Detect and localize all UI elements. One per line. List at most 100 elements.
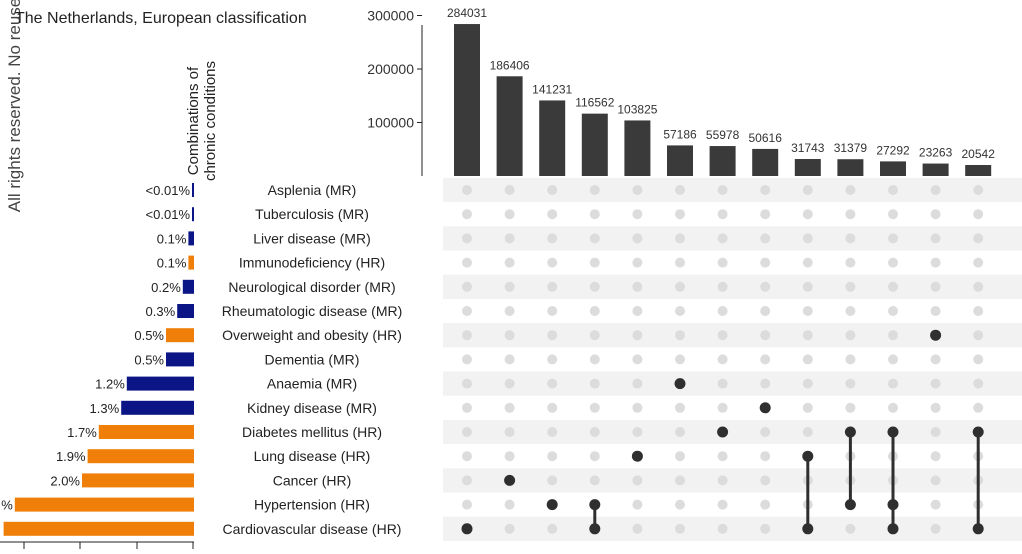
matrix-row-stripe [443, 516, 1022, 541]
condition-label: Neurological disorder (MR) [228, 279, 395, 295]
matrix-dot-inactive [845, 306, 856, 316]
matrix-row-stripe [443, 419, 1022, 445]
matrix-dot-active [504, 474, 516, 486]
set-size-bar [182, 279, 194, 294]
condition-label: Asplenia (MR) [268, 182, 357, 198]
matrix-dot-inactive [675, 523, 685, 534]
matrix-dot-inactive [888, 185, 898, 195]
set-size-label: <0.01% [146, 183, 191, 198]
matrix-dot-inactive [930, 475, 941, 486]
set-size-label: 1.9% [56, 449, 86, 464]
intersection-bar-label: 31743 [791, 141, 825, 155]
intersection-bar [496, 76, 523, 176]
matrix-dot-inactive [504, 378, 515, 389]
matrix-dot-inactive [930, 451, 941, 462]
matrix-dot-inactive [802, 378, 813, 389]
intersection-bar-label: 31379 [834, 141, 868, 155]
intersection-bar [922, 163, 949, 176]
intersection-bar-label: 20542 [962, 147, 996, 161]
matrix-dot-inactive [547, 257, 558, 268]
matrix-dot-inactive [973, 354, 984, 365]
set-size-bar [188, 231, 194, 246]
matrix-dot-inactive [973, 185, 984, 195]
matrix-dot-inactive [760, 257, 771, 268]
matrix-dot-inactive [632, 523, 643, 534]
condition-label: Rheumatologic disease (MR) [222, 303, 403, 319]
matrix-dot-inactive [589, 330, 600, 341]
matrix-dot-inactive [504, 281, 515, 292]
matrix-dot-inactive [888, 233, 898, 244]
set-size-bar [166, 328, 194, 343]
matrix-dot-inactive [845, 209, 856, 220]
matrix-dot-inactive [504, 185, 515, 195]
set-size-label: 0.3% [146, 304, 176, 319]
matrix-dot-inactive [504, 233, 515, 244]
matrix-dot-inactive [973, 402, 984, 413]
matrix-dot-inactive [504, 427, 515, 437]
matrix-dot-inactive [462, 354, 472, 365]
matrix-dot-active [461, 523, 473, 535]
matrix-dot-inactive [504, 306, 515, 316]
matrix-dot-inactive [930, 499, 941, 510]
matrix-dot-inactive [504, 451, 515, 462]
condition-label: Dementia (MR) [265, 351, 360, 367]
matrix-dot-inactive [589, 209, 600, 220]
matrix-dot-inactive [717, 402, 728, 413]
intersection-bar-label: 57186 [663, 127, 697, 141]
matrix-dot-inactive [632, 185, 643, 195]
matrix-dot-inactive [589, 257, 600, 268]
matrix-dot-active [589, 499, 601, 511]
set-size-bar [98, 425, 194, 439]
set-size-bar [126, 376, 194, 391]
matrix-dot-inactive [462, 257, 472, 268]
set-size-axis-title-line-1: Combinations of [185, 66, 202, 176]
set-size-bar [14, 497, 194, 512]
condition-label: Kidney disease (MR) [247, 400, 377, 416]
set-size-label: % [1, 498, 13, 513]
matrix-dot-inactive [930, 209, 941, 220]
matrix-dot-inactive [802, 233, 813, 244]
matrix-dot-inactive [760, 378, 771, 389]
set-size-label: 0.2% [151, 280, 181, 295]
set-size-bar [121, 400, 194, 415]
matrix-dot-inactive [760, 427, 771, 437]
matrix-dot-inactive [675, 402, 685, 413]
intersection-bar-label: 116562 [575, 96, 614, 110]
matrix-dot-inactive [717, 354, 728, 365]
intersection-bar-label: 27292 [876, 143, 910, 157]
matrix-dot-inactive [632, 281, 643, 292]
matrix-dot-inactive [717, 475, 728, 486]
matrix-row-stripe [443, 323, 1022, 348]
matrix-dot-inactive [717, 233, 728, 244]
matrix-dot-active [930, 329, 942, 341]
matrix-dot-inactive [504, 257, 515, 268]
matrix-dot-active [759, 402, 771, 414]
matrix-dot-inactive [717, 378, 728, 389]
matrix-dot-inactive [760, 499, 771, 510]
matrix-dot-inactive [845, 378, 856, 389]
matrix-dot-inactive [973, 209, 984, 220]
matrix-dot-active [802, 450, 814, 462]
intersection-bar [752, 148, 779, 176]
matrix-dot-inactive [802, 185, 813, 195]
matrix-dot-inactive [547, 233, 558, 244]
matrix-dot-inactive [717, 523, 728, 534]
chart-title: The Netherlands, European classification [15, 10, 307, 27]
intersection-bar-label: 186406 [490, 58, 530, 72]
matrix-dot-inactive [717, 451, 728, 462]
matrix-dot-inactive [930, 354, 941, 365]
matrix-dot-inactive [504, 523, 515, 534]
set-size-label: 1.7% [67, 425, 97, 440]
matrix-dot-inactive [462, 451, 472, 462]
matrix-dot-inactive [462, 233, 472, 244]
condition-label: Hypertension (HR) [254, 497, 370, 513]
intersection-bar [667, 145, 693, 176]
matrix-dot-inactive [547, 306, 558, 316]
matrix-dot-inactive [675, 499, 685, 510]
matrix-dot-inactive [675, 475, 685, 486]
matrix-dot-inactive [547, 523, 558, 534]
matrix-row-stripe [443, 274, 1022, 299]
intersection-bar-label: 50616 [749, 131, 783, 145]
matrix-dot-inactive [675, 233, 685, 244]
